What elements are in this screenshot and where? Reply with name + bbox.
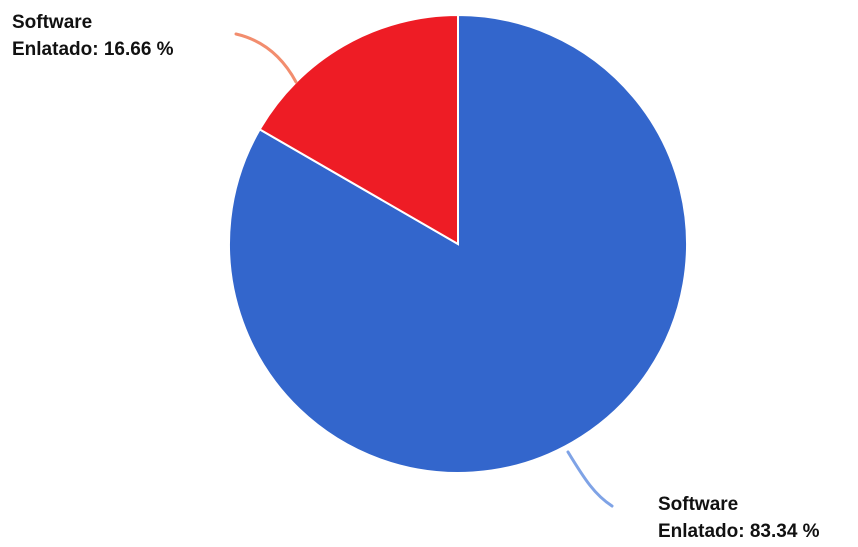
slice-label-large-line2: Enlatado: 83.34 % bbox=[658, 521, 820, 542]
leader-line-1 bbox=[234, 32, 298, 84]
slice-label-small-line2: Enlatado: 16.66 % bbox=[12, 39, 174, 60]
leader-line-0 bbox=[566, 450, 614, 508]
leader-lines-layer bbox=[234, 32, 614, 508]
slices-layer bbox=[228, 13, 688, 474]
slice-label-large-line1: Software bbox=[658, 494, 738, 515]
pie-slice-1 bbox=[258, 13, 459, 246]
slice-label-small-line1: Software bbox=[12, 12, 92, 33]
